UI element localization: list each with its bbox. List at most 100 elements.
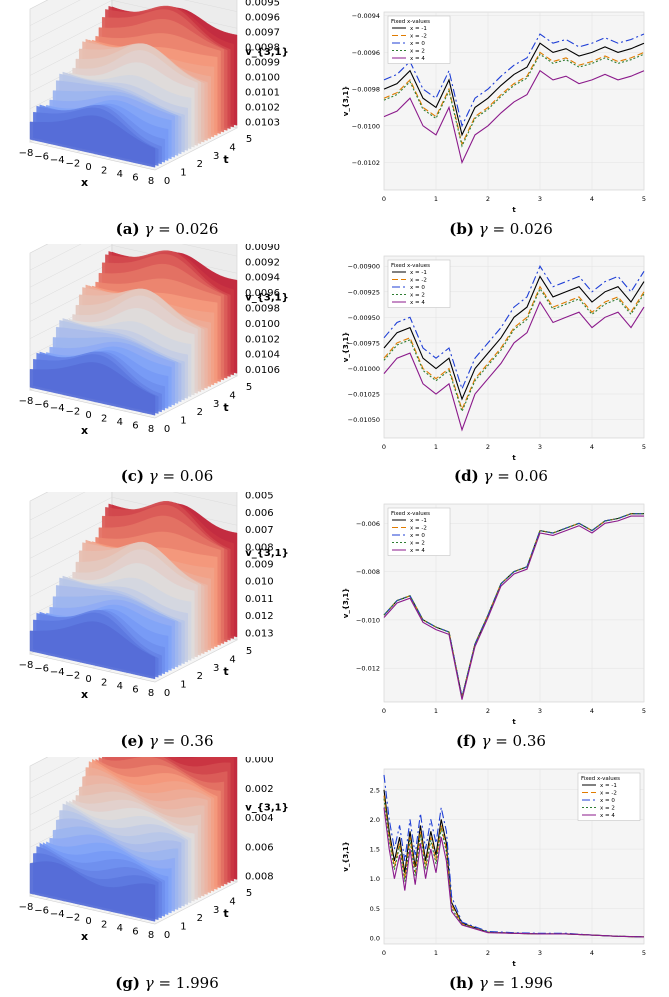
z-tick-label-e: 0.012 bbox=[245, 611, 274, 622]
legend-entry-b: x = -2 bbox=[410, 34, 427, 40]
legend-entry-f: x = -1 bbox=[410, 518, 427, 524]
y-tick-label-f: −0.010 bbox=[356, 616, 380, 624]
z-tick-label-a: 0.0100 bbox=[245, 72, 280, 83]
caption-b: (b) γ = 0.026 bbox=[449, 220, 553, 238]
t-tick-label-e: 5 bbox=[246, 646, 252, 657]
y-tick-label-d: −0.01025 bbox=[348, 391, 380, 399]
t-tick-label-g: 4 bbox=[229, 896, 235, 907]
t-tick-label-a: 1 bbox=[180, 168, 186, 179]
x-tick-label-f: 1 bbox=[434, 707, 438, 715]
series-line-b-3 bbox=[383, 53, 645, 148]
x-tick-label-b: 0 bbox=[382, 195, 386, 203]
y-tick-label-d: −0.00925 bbox=[348, 288, 380, 296]
z-tick-label-c: 0.0094 bbox=[245, 273, 280, 284]
x-tick-label-e: 0 bbox=[85, 674, 91, 685]
z-tick-label-c: 0.0100 bbox=[245, 319, 280, 330]
legend-entry-d: x = 0 bbox=[410, 285, 425, 291]
t-tick-label-c: 1 bbox=[180, 416, 186, 427]
panel-c: −8 −6 −4 −2 0 2 4 6 8 x 0 1 2 3 4 5 t 0.0090 0.0092 0.0094 0… bbox=[0, 210, 334, 466]
x-tick-label-h: 5 bbox=[642, 949, 646, 957]
series-line-f-3 bbox=[383, 513, 644, 698]
y-tick-label-h: 1.5 bbox=[370, 846, 380, 854]
x-tick-label-a: 2 bbox=[101, 166, 107, 177]
x-tick-label-e: 6 bbox=[132, 685, 138, 696]
chart-svg-d: 0 1 2 3 4 5 −0.00900 −0.00925 −0.00950 −0.00975 −0… bbox=[342, 255, 646, 462]
z-tick-label-e: 0.005 bbox=[245, 492, 274, 502]
surface-strip-c bbox=[29, 362, 156, 416]
x-tick-label-c: −6 bbox=[34, 400, 49, 411]
chart-svg-f: 0 1 2 3 4 5 −0.006 −0.008 −0.010 −0.012 t v_{3,1} Fi… bbox=[342, 503, 646, 726]
z-tick-label-e: 0.008 bbox=[245, 542, 274, 553]
series-line-d-2 bbox=[383, 265, 645, 391]
t-tick-label-g: 5 bbox=[246, 888, 252, 899]
z-tick-label-g: 0.006 bbox=[245, 842, 274, 853]
x-tick-label-d: 2 bbox=[486, 443, 490, 451]
panel-g: −8 −6 −4 −2 0 2 4 6 8 x 0 1 2 3 4 5 t 0.000 0.002 0.004 0.00… bbox=[0, 723, 334, 972]
x-tick-label-e: 4 bbox=[117, 681, 123, 692]
t-tick-label-c: 0 bbox=[164, 424, 170, 435]
x-tick-label-e: −4 bbox=[50, 667, 65, 678]
series-line-h-4 bbox=[383, 807, 645, 938]
grid-z2-a bbox=[29, 0, 113, 43]
legend-entry-h: x = 2 bbox=[600, 806, 615, 812]
z-tick-label-a: 0.0102 bbox=[245, 102, 280, 113]
x-tick-label-a: 6 bbox=[132, 173, 138, 184]
y-tick-label-h: 1.0 bbox=[370, 875, 380, 883]
surface-axes-c: −8 −6 −4 −2 0 2 4 6 8x 012345t0.00900.00920.00940… bbox=[19, 210, 289, 437]
series-line-d-1 bbox=[383, 285, 645, 411]
series-line-f-4 bbox=[383, 515, 644, 700]
t-tick-label-c: 4 bbox=[229, 390, 235, 401]
legend-entry-b: x = 0 bbox=[410, 41, 425, 47]
x-axis-label-d: t bbox=[512, 454, 516, 462]
y-tick-label-f: −0.008 bbox=[356, 568, 380, 576]
series-line-b-0 bbox=[383, 42, 645, 137]
panel-b: 0 1 2 3 4 5 −0.0094 −0.0096 −0.0098 −0.0100 −0.010… bbox=[334, 0, 669, 218]
chart-svg-a: −8 −6 −4 −2 0 2 4 6 8x 012345t0.00950.00960.00970… bbox=[19, 0, 289, 189]
grid-z2-c bbox=[29, 245, 113, 288]
y-axis-label-h: v_{3,1} bbox=[342, 841, 350, 871]
grid-x-g bbox=[154, 881, 238, 925]
y-tick-label-b: −0.0096 bbox=[352, 49, 380, 57]
x-tick-label-b: 5 bbox=[642, 195, 646, 203]
caption-f: (f) γ = 0.36 bbox=[456, 732, 546, 750]
z-tick-label-e: 0.013 bbox=[245, 628, 274, 639]
y-tick-label-b: −0.0100 bbox=[352, 122, 380, 130]
x-tick-label-e: −8 bbox=[19, 660, 34, 671]
y-tick-label-h: 2.0 bbox=[370, 816, 380, 824]
x-tick-label-g: 4 bbox=[117, 923, 123, 934]
x-tick-label-c: 4 bbox=[117, 417, 123, 428]
chart-svg-g: −8 −6 −4 −2 0 2 4 6 8x 012345t0.0000.0020.0040.00… bbox=[19, 723, 289, 943]
t-tick-label-c: 2 bbox=[197, 407, 203, 418]
x-tick-label-c: −4 bbox=[50, 403, 65, 414]
z-tick-label-c: 0.0092 bbox=[245, 257, 280, 268]
caption-g: (g) γ = 1.996 bbox=[115, 974, 219, 992]
t-tick-label-g: 2 bbox=[197, 913, 203, 924]
t-tick-label-a: 0 bbox=[164, 176, 170, 187]
surface-axes-a: −8 −6 −4 −2 0 2 4 6 8x 012345t0.00950.00960.00970… bbox=[19, 0, 289, 189]
grid-z-a bbox=[183, 0, 238, 12]
x-tick-label-e: 2 bbox=[101, 678, 107, 689]
panel-f: 0 1 2 3 4 5 −0.006 −0.008 −0.010 −0.012 t v_{3,1} Fi… bbox=[334, 492, 669, 730]
y-tick-label-f: −0.012 bbox=[356, 665, 380, 673]
series-line-d-4 bbox=[383, 300, 645, 432]
legend-title-b: Fixed x-values bbox=[391, 19, 430, 25]
surface-strip-e bbox=[29, 621, 156, 680]
z-tick-label-a: 0.0097 bbox=[245, 28, 280, 39]
y-tick-label-h: 0.5 bbox=[370, 905, 380, 913]
z-tick-label-c: 0.0098 bbox=[245, 304, 280, 315]
x-tick-label-a: −6 bbox=[34, 152, 49, 163]
x-tick-label-a: −8 bbox=[19, 148, 34, 159]
t-axis-label-g: t bbox=[223, 907, 228, 920]
y-axis-label-b: v_{3,1} bbox=[342, 86, 350, 116]
x-tick-label-d: 0 bbox=[382, 443, 386, 451]
chart-svg-h: 0 1 2 3 4 5 0.0 0.5 1.0 1.5 2.0 2.5 t v_{3,1} Fixed x-… bbox=[342, 768, 646, 968]
series-line-b-4 bbox=[383, 69, 645, 165]
x-tick-label-b: 3 bbox=[538, 195, 542, 203]
panel-a: −8 −6 −4 −2 0 2 4 6 8 x 0 1 2 3 4 5 t 0.0095 0.0096 0.0097 0… bbox=[0, 0, 334, 218]
legend-entry-b: x = -1 bbox=[410, 26, 427, 32]
legend-box-d bbox=[387, 259, 451, 308]
series-line-h-2 bbox=[383, 774, 645, 938]
series-line-d-3 bbox=[383, 287, 645, 413]
x-tick-label-f: 3 bbox=[538, 707, 542, 715]
